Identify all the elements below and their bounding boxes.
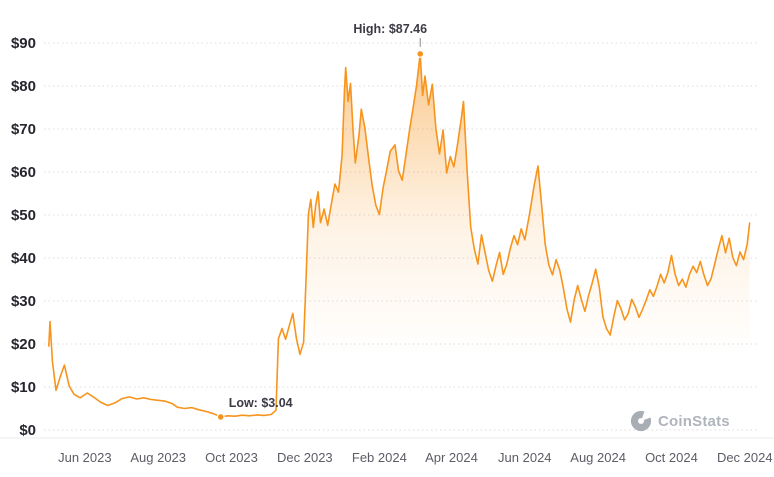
y-axis-label: $70	[11, 121, 36, 138]
high-marker-dot	[416, 49, 425, 58]
y-axis-label: $60	[11, 164, 36, 181]
y-axis-label: $90	[11, 35, 36, 52]
y-axis-label: $0	[19, 422, 36, 439]
x-axis-label: Oct 2024	[645, 450, 698, 465]
coinstats-logo-icon	[630, 410, 652, 432]
watermark: CoinStats	[630, 410, 730, 432]
x-axis-label: Feb 2024	[352, 450, 407, 465]
y-axis-labels: $0 $10 $20 $30 $40 $50 $60 $70 $80 $90	[11, 35, 36, 439]
price-line	[48, 53, 751, 418]
watermark-text: CoinStats	[658, 412, 730, 430]
x-axis-label: Aug 2024	[570, 450, 626, 465]
y-axis-label: $10	[11, 379, 36, 396]
x-axis-label: Dec 2023	[277, 450, 333, 465]
x-axis-label: Jun 2023	[58, 450, 112, 465]
x-axis-label: Aug 2023	[130, 450, 186, 465]
low-label: Low: $3.04	[229, 396, 293, 410]
y-axis-label: $50	[11, 207, 36, 224]
x-axis-label: Jun 2024	[498, 450, 552, 465]
y-axis-label: $80	[11, 78, 36, 95]
y-axis-label: $30	[11, 293, 36, 310]
area-fill	[48, 53, 750, 431]
x-axis-label: Apr 2024	[425, 450, 478, 465]
x-axis-label: Oct 2023	[205, 450, 258, 465]
low-marker-dot	[216, 412, 225, 421]
x-axis-label: Dec 2024	[717, 450, 773, 465]
x-axis-labels: Jun 2023 Aug 2023 Oct 2023 Dec 2023 Feb 2024…	[58, 450, 772, 465]
y-axis-label: $20	[11, 336, 36, 353]
y-axis-label: $40	[11, 250, 36, 267]
high-label: High: $87.46	[353, 22, 427, 36]
